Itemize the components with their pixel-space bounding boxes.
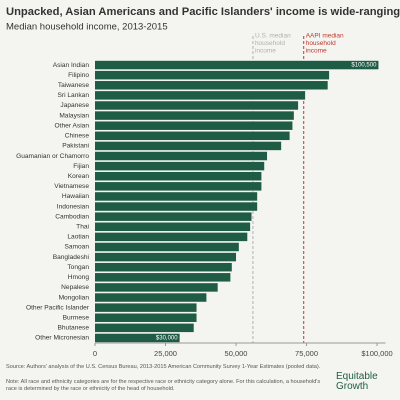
value-label: $100,500 <box>351 63 377 69</box>
footnote: Note: All race and ethnicity categories … <box>6 379 321 392</box>
y-tick-label: Hmong <box>68 274 90 281</box>
bar <box>95 60 379 70</box>
value-label: $30,000 <box>156 336 178 342</box>
y-tick-label: Other Micronesian <box>35 335 89 342</box>
y-tick-label: Laotian <box>67 234 89 241</box>
bar <box>95 101 299 110</box>
bar <box>95 333 180 343</box>
bar <box>95 273 231 282</box>
reference-label: income <box>255 48 276 55</box>
logo: Equitable Growth <box>336 371 378 392</box>
y-tick-label: Asian Indian <box>53 62 90 69</box>
bar <box>95 91 306 100</box>
y-tick-label: Vietnamese <box>54 183 89 190</box>
y-tick-label: Mongolian <box>59 294 90 301</box>
y-tick-label: Malaysian <box>59 112 89 119</box>
x-tick-label: 0 <box>93 349 97 358</box>
y-tick-label: Chinese <box>65 133 90 140</box>
y-tick-label: Bangladeshi <box>53 254 90 261</box>
bar <box>95 171 262 181</box>
bar <box>95 192 258 201</box>
bar <box>95 141 282 151</box>
reference-label: AAPI median <box>306 33 344 40</box>
bar <box>95 242 239 252</box>
y-tick-label: Other Pacific Islander <box>26 304 90 311</box>
y-tick-label: Tongan <box>67 264 89 271</box>
y-tick-label: Thai <box>76 224 89 231</box>
reference-label: income <box>306 48 327 55</box>
y-tick-label: Samoan <box>64 244 89 251</box>
bar <box>95 323 194 333</box>
reference-label: U.S. median <box>255 33 291 40</box>
y-tick-label: Cambodian <box>55 213 89 220</box>
bar <box>95 313 197 322</box>
bar <box>95 131 290 141</box>
bar <box>95 283 218 292</box>
bar <box>95 303 197 312</box>
bar <box>95 252 237 262</box>
bar <box>95 70 330 80</box>
bar <box>95 121 293 130</box>
chart: Unpacked, Asian Americans and Pacific Is… <box>6 6 400 358</box>
y-tick-label: Indonesian <box>57 203 90 210</box>
y-tick-label: Other Asian <box>55 122 90 129</box>
bar <box>95 81 328 90</box>
reference-label: household <box>306 40 336 47</box>
y-tick-label: Sri Lankan <box>57 92 89 99</box>
bar <box>95 151 268 161</box>
chart-title: Unpacked, Asian Americans and Pacific Is… <box>6 6 400 18</box>
bar <box>95 182 262 191</box>
bar <box>95 293 207 302</box>
x-tick-label: 75,000 <box>295 349 318 358</box>
y-tick-label: Filipino <box>68 72 89 79</box>
reference-label: household <box>255 40 285 47</box>
bar <box>95 232 248 242</box>
x-tick-label: 50,000 <box>225 349 248 358</box>
bar <box>95 111 294 120</box>
y-tick-label: Korean <box>68 173 90 180</box>
y-tick-label: Fijian <box>73 163 89 170</box>
y-tick-label: Japanese <box>60 102 89 109</box>
y-tick-label: Taiwanese <box>58 82 89 89</box>
y-tick-label: Bhutanese <box>57 325 89 332</box>
bar <box>95 212 252 221</box>
chart-subtitle: Median household income, 2013-2015 <box>6 22 168 33</box>
bar <box>95 262 232 272</box>
bar <box>95 202 258 211</box>
y-tick-label: Burmese <box>63 314 90 321</box>
bar <box>95 222 251 232</box>
y-tick-label: Hawaiian <box>62 193 89 200</box>
x-tick-label: 25,000 <box>154 349 177 358</box>
source-note: Source: Authors' analysis of the U.S. Ce… <box>6 364 321 370</box>
x-tick-label: $100,000 <box>361 349 392 358</box>
bar <box>95 161 265 171</box>
y-tick-label: Guamanian or Chamorro <box>16 153 89 160</box>
y-tick-label: Nepalese <box>61 284 89 291</box>
y-tick-label: Pakistani <box>62 143 89 150</box>
